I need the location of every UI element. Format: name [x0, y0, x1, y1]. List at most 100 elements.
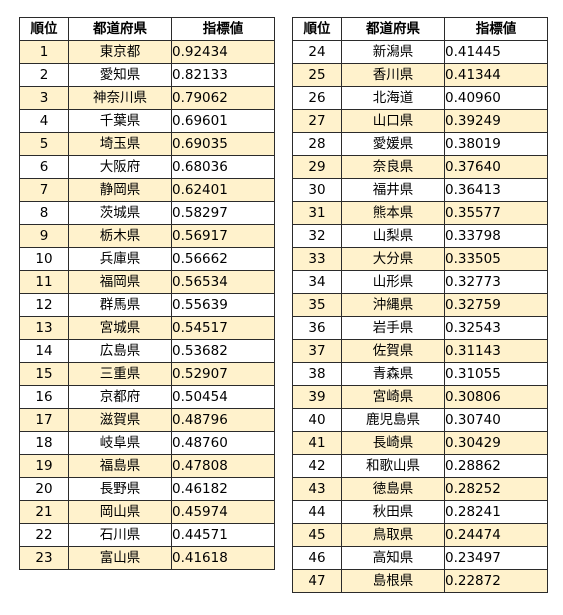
prefecture-cell: 北海道: [341, 86, 445, 110]
table-header-row: 順位 都道府県 指標値: [292, 17, 548, 41]
index-value-cell: 0.45974: [171, 500, 275, 524]
index-value-cell: 0.79062: [171, 86, 275, 110]
prefecture-cell: 神奈川県: [68, 86, 172, 110]
rank-cell: 3: [19, 86, 69, 110]
prefecture-cell: 福島県: [68, 454, 172, 478]
table-row: 6 大阪府 0.68036: [19, 155, 275, 179]
table-row: 40 鹿児島県 0.30740: [292, 408, 548, 432]
table-row: 47 島根県 0.22872: [292, 569, 548, 593]
index-value-cell: 0.55639: [171, 293, 275, 317]
index-value-cell: 0.28241: [444, 500, 548, 524]
rank-cell: 47: [292, 569, 342, 593]
prefecture-cell: 鹿児島県: [341, 408, 445, 432]
table-row: 28 愛媛県 0.38019: [292, 132, 548, 156]
rank-cell: 5: [19, 132, 69, 156]
rank-cell: 41: [292, 431, 342, 455]
index-value-cell: 0.92434: [171, 40, 275, 64]
rank-cell: 35: [292, 293, 342, 317]
table-row: 44 秋田県 0.28241: [292, 500, 548, 524]
prefecture-cell: 山形県: [341, 270, 445, 294]
rank-cell: 4: [19, 109, 69, 133]
rank-cell: 43: [292, 477, 342, 501]
table-row: 14 広島県 0.53682: [19, 339, 275, 363]
prefecture-cell: 埼玉県: [68, 132, 172, 156]
prefecture-cell: 京都府: [68, 385, 172, 409]
prefecture-cell: 和歌山県: [341, 454, 445, 478]
prefecture-cell: 静岡県: [68, 178, 172, 202]
prefecture-cell: 熊本県: [341, 201, 445, 225]
ranking-table-right: 順位 都道府県 指標値 24 新潟県 0.41445 25 香川県 0.41344 26 北海…: [292, 17, 548, 593]
rank-cell: 22: [19, 523, 69, 547]
table-row: 5 埼玉県 0.69035: [19, 132, 275, 156]
table-row: 21 岡山県 0.45974: [19, 500, 275, 524]
table-row: 32 山梨県 0.33798: [292, 224, 548, 248]
index-value-cell: 0.35577: [444, 201, 548, 225]
index-value-cell: 0.28862: [444, 454, 548, 478]
index-value-cell: 0.56534: [171, 270, 275, 294]
index-value-cell: 0.37640: [444, 155, 548, 179]
rank-cell: 36: [292, 316, 342, 340]
table-row: 2 愛知県 0.82133: [19, 63, 275, 87]
index-value-cell: 0.58297: [171, 201, 275, 225]
index-value-cell: 0.68036: [171, 155, 275, 179]
index-value-cell: 0.47808: [171, 454, 275, 478]
rank-cell: 14: [19, 339, 69, 363]
index-value-cell: 0.39249: [444, 109, 548, 133]
rank-cell: 7: [19, 178, 69, 202]
prefecture-cell: 高知県: [341, 546, 445, 570]
index-value-cell: 0.82133: [171, 63, 275, 87]
index-value-cell: 0.62401: [171, 178, 275, 202]
rank-cell: 46: [292, 546, 342, 570]
index-value-cell: 0.48760: [171, 431, 275, 455]
rank-cell: 15: [19, 362, 69, 386]
index-value-cell: 0.23497: [444, 546, 548, 570]
rank-cell: 28: [292, 132, 342, 156]
prefecture-cell: 東京都: [68, 40, 172, 64]
table-row: 30 福井県 0.36413: [292, 178, 548, 202]
index-value-cell: 0.69601: [171, 109, 275, 133]
index-value-cell: 0.41618: [171, 546, 275, 570]
table-row: 9 栃木県 0.56917: [19, 224, 275, 248]
table-row: 46 高知県 0.23497: [292, 546, 548, 570]
index-value-cell: 0.24474: [444, 523, 548, 547]
table-row: 17 滋賀県 0.48796: [19, 408, 275, 432]
table-row: 39 宮崎県 0.30806: [292, 385, 548, 409]
prefecture-cell: 兵庫県: [68, 247, 172, 271]
table-row: 11 福岡県 0.56534: [19, 270, 275, 294]
rank-cell: 29: [292, 155, 342, 179]
table-row: 24 新潟県 0.41445: [292, 40, 548, 64]
index-value-cell: 0.30806: [444, 385, 548, 409]
rank-cell: 8: [19, 201, 69, 225]
rank-cell: 37: [292, 339, 342, 363]
index-value-cell: 0.52907: [171, 362, 275, 386]
prefecture-cell: 岐阜県: [68, 431, 172, 455]
index-value-cell: 0.54517: [171, 316, 275, 340]
prefecture-cell: 大分県: [341, 247, 445, 271]
prefecture-cell: 新潟県: [341, 40, 445, 64]
prefecture-cell: 広島県: [68, 339, 172, 363]
rank-cell: 10: [19, 247, 69, 271]
table-row: 38 青森県 0.31055: [292, 362, 548, 386]
index-value-cell: 0.36413: [444, 178, 548, 202]
index-value-cell: 0.53682: [171, 339, 275, 363]
index-value-cell: 0.69035: [171, 132, 275, 156]
table-row: 7 静岡県 0.62401: [19, 178, 275, 202]
table-row: 43 徳島県 0.28252: [292, 477, 548, 501]
rank-cell: 26: [292, 86, 342, 110]
prefecture-cell: 鳥取県: [341, 523, 445, 547]
rank-cell: 9: [19, 224, 69, 248]
index-value-cell: 0.48796: [171, 408, 275, 432]
prefecture-cell: 宮崎県: [341, 385, 445, 409]
table-row: 20 長野県 0.46182: [19, 477, 275, 501]
prefecture-cell: 茨城県: [68, 201, 172, 225]
rank-cell: 31: [292, 201, 342, 225]
prefecture-cell: 愛知県: [68, 63, 172, 87]
prefecture-cell: 香川県: [341, 63, 445, 87]
index-value-cell: 0.22872: [444, 569, 548, 593]
prefecture-cell: 石川県: [68, 523, 172, 547]
table-row: 4 千葉県 0.69601: [19, 109, 275, 133]
prefecture-cell: 岩手県: [341, 316, 445, 340]
ranking-table-left-body: 1 東京都 0.92434 2 愛知県 0.82133 3 神奈川県 0.79062 4 千葉県 0.…: [19, 40, 275, 570]
index-value-cell: 0.32759: [444, 293, 548, 317]
rank-cell: 1: [19, 40, 69, 64]
